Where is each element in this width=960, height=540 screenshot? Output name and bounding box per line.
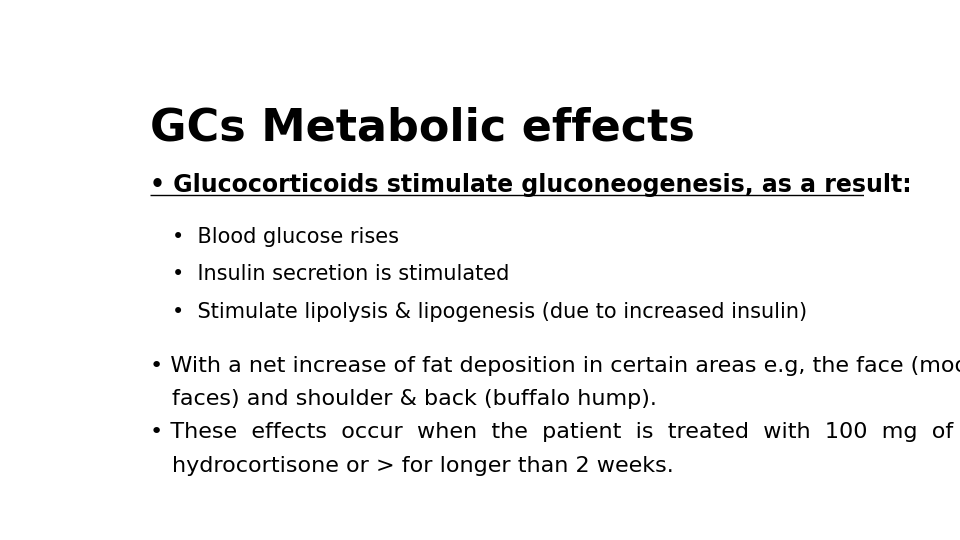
Text: • These  effects  occur  when  the  patient  is  treated  with  100  mg  of: • These effects occur when the patient i…	[150, 422, 953, 442]
Text: faces) and shoulder & back (buffalo hump).: faces) and shoulder & back (buffalo hump…	[172, 389, 657, 409]
Text: •  Stimulate lipolysis & lipogenesis (due to increased insulin): • Stimulate lipolysis & lipogenesis (due…	[172, 302, 807, 322]
Text: •  Blood glucose rises: • Blood glucose rises	[172, 227, 399, 247]
Text: • With a net increase of fat deposition in certain areas e.g, the face (moon: • With a net increase of fat deposition …	[150, 356, 960, 376]
Text: hydrocortisone or > for longer than 2 weeks.: hydrocortisone or > for longer than 2 we…	[172, 456, 674, 476]
Text: •  Insulin secretion is stimulated: • Insulin secretion is stimulated	[172, 265, 510, 285]
Text: GCs Metabolic effects: GCs Metabolic effects	[150, 106, 695, 150]
Text: • Glucocorticoids stimulate gluconeogenesis, as a result:: • Glucocorticoids stimulate gluconeogene…	[150, 173, 911, 197]
